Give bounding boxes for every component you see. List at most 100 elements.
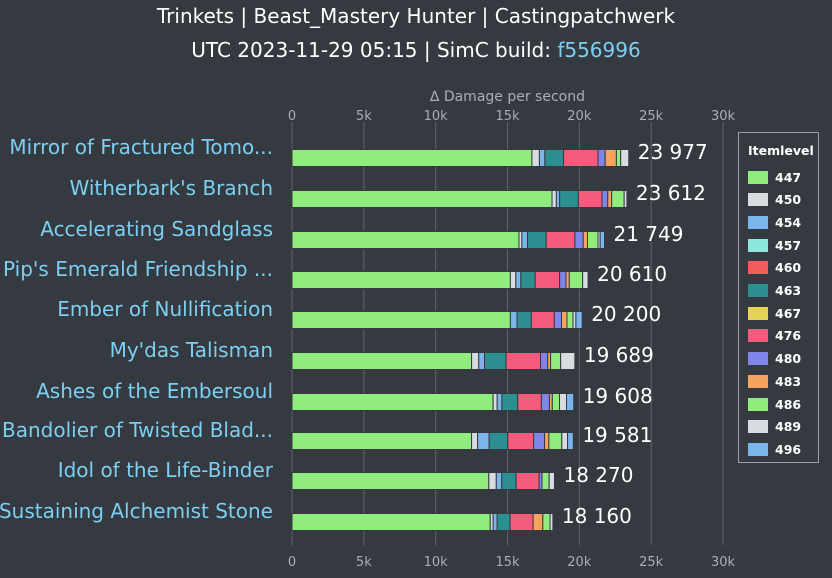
category-label: Pip's Emerald Friendship ... [3,257,273,281]
bar-segment [548,472,555,490]
bar-segment [291,513,491,531]
build-link[interactable]: f556996 [557,38,641,62]
legend-item[interactable]: 454 [748,214,801,230]
bar-segment [566,393,575,411]
bar-segment [553,311,563,329]
category-label: Bandolier of Twisted Blad... [2,418,273,442]
data-label: 19 581 [582,423,652,447]
bar-segment [549,513,554,531]
x-tick-label-top: 25k [639,109,664,124]
bar-segment [541,472,550,490]
bar-segment [516,311,532,329]
chart-title: Trinkets | Beast_Mastery Hunter | Castin… [156,4,676,28]
bar-segment [561,311,568,329]
legend-label: 489 [775,419,802,435]
legend-label: 467 [775,305,802,321]
bar-segment [544,432,550,450]
bar-segment [575,311,583,329]
legend-item[interactable]: 496 [748,441,801,457]
data-label: 21 749 [613,222,683,246]
bar-segment [501,393,519,411]
legend-item[interactable]: 483 [748,373,801,389]
bar-segment [521,231,528,249]
legend-label: 447 [775,169,802,185]
bar-segment [509,513,534,531]
bar-segment [545,231,576,249]
bar-segment [604,149,617,167]
bar-segment [574,231,584,249]
bar-segment [599,231,605,249]
bar-segment [492,393,498,411]
legend-item[interactable]: 476 [748,328,801,344]
bar-segment [582,271,589,289]
legend-swatch [748,306,768,320]
legend-swatch [748,374,768,388]
legend-swatch [748,261,768,275]
bar-segment [559,190,579,208]
legend-label: 463 [775,283,802,298]
legend-title: Itemlevel [748,143,814,158]
bar-segment [526,231,547,249]
bar-segment [530,311,555,329]
data-label: 23 977 [638,140,708,164]
category-label: Witherbark's Branch [69,176,273,200]
bar-segment [471,352,480,370]
bar-segment [291,472,490,490]
bar-segment [532,513,544,531]
data-label: 23 612 [636,181,706,205]
legend-swatch [748,193,768,207]
x-tick-label-top: 30k [711,109,736,124]
x-tick-label-bottom: 30k [711,555,736,570]
legend-item[interactable]: 467 [748,305,801,321]
x-tick-label-bottom: 20k [567,555,592,570]
bar-segment [548,432,563,450]
legend-item[interactable]: 489 [748,419,801,435]
bar-segment [620,149,630,167]
data-label: 19 608 [583,384,653,408]
bar-segment [291,190,553,208]
bar-segment [540,352,549,370]
category-label: Sustaining Alchemist Stone [0,499,273,523]
x-tick-label-bottom: 15k [495,555,520,570]
bar-segment [531,149,540,167]
bar-segment [611,190,625,208]
legend-item[interactable]: 457 [748,237,801,253]
data-label: 20 200 [591,302,661,326]
bar-segment [509,311,518,329]
legend-swatch [748,397,768,411]
bar-segment [538,149,546,167]
legend-item[interactable]: 447 [748,169,801,185]
bar-segment [515,271,522,289]
bar-segment [559,393,568,411]
bar-segment [488,432,509,450]
legend-item[interactable]: 480 [748,351,801,367]
bar-segment [520,271,536,289]
bar-segment [550,352,562,370]
bar-segment [495,472,503,490]
legend-swatch [748,442,768,456]
legend: Itemlevel 447 450 454 457 460 463 467 476 480 483… [738,132,819,463]
bar-segment [509,271,517,289]
bar-segment [291,352,473,370]
x-tick-label-top: 15k [495,109,520,124]
bar-segment [291,393,494,411]
subtitle-text: UTC 2023-11-29 05:15 | SimC build: [191,38,558,62]
legend-item[interactable]: 460 [748,260,801,276]
bar-segment [551,393,561,411]
legend-swatch [748,238,768,252]
legend-label: 454 [775,214,802,230]
bar-segment [496,393,503,411]
legend-item[interactable]: 450 [748,192,801,208]
legend-item[interactable]: 463 [748,283,801,299]
legend-label: 476 [775,328,802,344]
x-tick-label-bottom: 25k [639,555,664,570]
bar-segment [517,393,542,411]
bar-segment [291,311,511,329]
legend-swatch [748,284,768,297]
bar-segment [563,149,599,167]
x-tick-label-top: 10k [424,109,449,124]
bar-segment [496,513,511,531]
legend-item[interactable]: 486 [748,396,801,412]
category-label: My'das Talisman [110,338,273,362]
